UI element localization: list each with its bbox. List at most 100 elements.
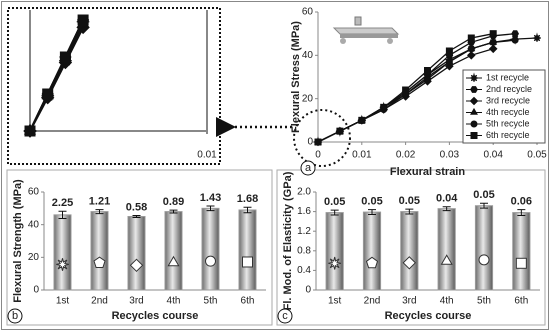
marker: [470, 107, 478, 115]
error-label: 0.89: [163, 196, 184, 208]
marker: [489, 38, 497, 46]
bar: [127, 216, 146, 291]
x-tick-label: 0: [315, 150, 321, 161]
bar: [512, 212, 531, 291]
y-tick-label: 0.4: [297, 265, 311, 276]
bar: [164, 211, 183, 291]
error-bar: [405, 208, 414, 215]
marker: [470, 120, 478, 128]
bar: [474, 205, 494, 291]
x-tick-label: 3rd: [402, 296, 416, 307]
x-tick-label: 3rd: [129, 296, 143, 307]
x-axis-title: Flexural strain: [390, 166, 465, 178]
marker: [380, 103, 388, 111]
bar: [400, 211, 419, 291]
x-tick-label: 0.04: [483, 150, 503, 161]
marker: [77, 14, 89, 26]
error-bar: [442, 206, 451, 212]
x-tick-label: 2nd: [91, 296, 108, 307]
x-tick-label: 5th: [204, 296, 218, 307]
error-label: 0.06: [511, 196, 532, 208]
marker: [467, 45, 475, 53]
marker: [424, 75, 431, 83]
x-tick-label: 2nd: [364, 296, 381, 307]
marker: [167, 255, 180, 267]
error-bar: [243, 206, 252, 214]
marker: [365, 256, 379, 269]
y-tick-label: 40: [28, 219, 40, 230]
marker: [93, 256, 106, 268]
x-tick-label: 0.01: [197, 150, 217, 161]
panel-badge: [277, 308, 293, 324]
panel-b-frame: [6, 169, 273, 326]
error-bar: [517, 209, 526, 217]
error-label: 1.21: [89, 196, 110, 208]
y-tick-label: 20: [302, 93, 314, 104]
x-tick-label: 0.03: [440, 150, 460, 161]
zoom-circle: [293, 109, 351, 167]
panel-c-frame: [276, 169, 546, 326]
apparatus-icon: [332, 16, 400, 44]
panel-label: c: [282, 310, 288, 322]
x-tick-label: 6th: [241, 296, 255, 307]
error-label: 1.43: [200, 192, 221, 204]
marker: [24, 125, 36, 137]
error-bar: [368, 209, 376, 216]
error-bar: [480, 202, 488, 209]
error-label: 0.05: [361, 196, 382, 208]
x-tick-label: 1st: [56, 296, 70, 307]
error-bar: [206, 205, 215, 212]
legend-label: 2nd recycle: [486, 84, 532, 94]
marker: [478, 254, 490, 266]
marker: [531, 32, 541, 42]
error-label: 0.58: [126, 201, 147, 213]
error-bar: [330, 209, 339, 216]
marker: [445, 58, 453, 66]
marker: [515, 257, 527, 269]
panel-label: b: [12, 310, 18, 322]
marker: [242, 256, 253, 268]
x-tick-label: 5th: [477, 296, 491, 307]
y-axis-title: Flexural Strength (MPa): [12, 179, 24, 303]
legend-label: 4th recycle: [486, 107, 530, 117]
error-label: 1.68: [237, 193, 258, 205]
marker: [314, 138, 322, 146]
marker: [488, 44, 498, 54]
marker: [469, 96, 479, 106]
error-bar: [132, 215, 141, 218]
marker: [402, 86, 410, 94]
y-tick-label: 60: [28, 187, 40, 198]
y-tick-label: 40: [302, 50, 314, 61]
marker: [445, 47, 453, 55]
marker: [56, 258, 69, 271]
error-label: 0.04: [436, 193, 458, 205]
marker: [129, 258, 144, 273]
x-tick-label: 4th: [167, 296, 181, 307]
marker: [424, 67, 431, 74]
marker: [511, 30, 519, 37]
y-tick-label: 0: [305, 285, 311, 296]
y-axis-title: Fl. Mod. of Elasticity (GPa): [282, 171, 294, 310]
y-tick-label: 60: [302, 7, 314, 18]
marker: [466, 50, 476, 60]
legend-label: 6th recycle: [486, 130, 530, 140]
y-axis-title: Flexural Stress (MPa): [290, 21, 302, 133]
y-tick-label: 20: [28, 252, 40, 263]
error-bar: [58, 210, 67, 220]
x-tick-label: 0.01: [352, 150, 372, 161]
x-tick-label: 0.02: [396, 150, 416, 161]
x-tick-label: 0.05: [527, 150, 547, 161]
marker: [59, 51, 71, 63]
y-tick-label: 2.0: [297, 187, 311, 198]
marker: [42, 88, 54, 100]
marker: [336, 127, 344, 135]
error-label: 0.05: [473, 189, 494, 201]
marker: [468, 72, 478, 82]
bar: [53, 214, 72, 291]
y-tick-label: 0: [33, 285, 39, 296]
y-tick-label: 1.6: [297, 206, 311, 217]
legend-label: 3rd recycle: [486, 95, 530, 105]
marker: [440, 254, 453, 265]
